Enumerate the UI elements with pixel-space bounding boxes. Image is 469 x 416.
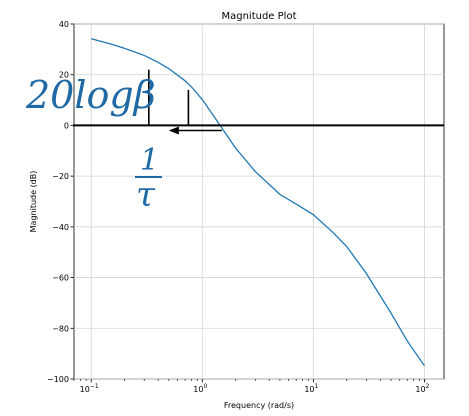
annotation-group: 20logβ 1 τ bbox=[25, 69, 444, 215]
y-tick-label: −40 bbox=[52, 223, 69, 232]
y-tick-label: −60 bbox=[52, 274, 69, 283]
magnitude-series-line bbox=[91, 38, 425, 367]
x-tick-label: 101 bbox=[304, 383, 318, 394]
fraction-numerator: 1 bbox=[140, 143, 159, 178]
y-tick-label: −80 bbox=[52, 324, 69, 333]
y-tick-label: −20 bbox=[52, 172, 69, 181]
x-tick-exponent: 0 bbox=[203, 383, 207, 390]
x-tick-base: 10 bbox=[304, 385, 314, 394]
x-tick-exponent: −1 bbox=[90, 383, 99, 390]
upper-annotation-text: 20logβ bbox=[25, 73, 156, 117]
y-axis-label: Magnitude (dB) bbox=[29, 171, 38, 233]
x-tick-exponent: 1 bbox=[315, 383, 319, 390]
x-tick-label: 102 bbox=[415, 383, 429, 394]
x-tick-base: 10 bbox=[80, 385, 90, 394]
y-tick-label: 20 bbox=[59, 71, 69, 80]
y-tick-label: 0 bbox=[64, 121, 69, 130]
y-tick-label: 40 bbox=[59, 20, 69, 29]
x-tick-label: 10−1 bbox=[80, 383, 99, 394]
x-tick-base: 10 bbox=[193, 385, 203, 394]
y-axis-ticks: 40 20 0 −20 −40 −60 −80 −100 bbox=[47, 20, 74, 384]
x-tick-exponent: 2 bbox=[426, 383, 430, 390]
plot-area bbox=[73, 23, 445, 380]
x-tick-label: 100 bbox=[193, 383, 207, 394]
series-group bbox=[91, 38, 425, 367]
arrow-head bbox=[168, 126, 179, 135]
x-axis-ticks: 10−1 100 101 102 bbox=[73, 379, 430, 394]
grid-lines bbox=[74, 23, 444, 380]
chart-title: Magnitude Plot bbox=[221, 11, 296, 22]
x-axis-label: Frequency (rad/s) bbox=[224, 401, 294, 410]
y-tick-label: −100 bbox=[47, 375, 69, 384]
fraction-denominator: τ bbox=[136, 175, 156, 215]
x-tick-base: 10 bbox=[415, 385, 425, 394]
